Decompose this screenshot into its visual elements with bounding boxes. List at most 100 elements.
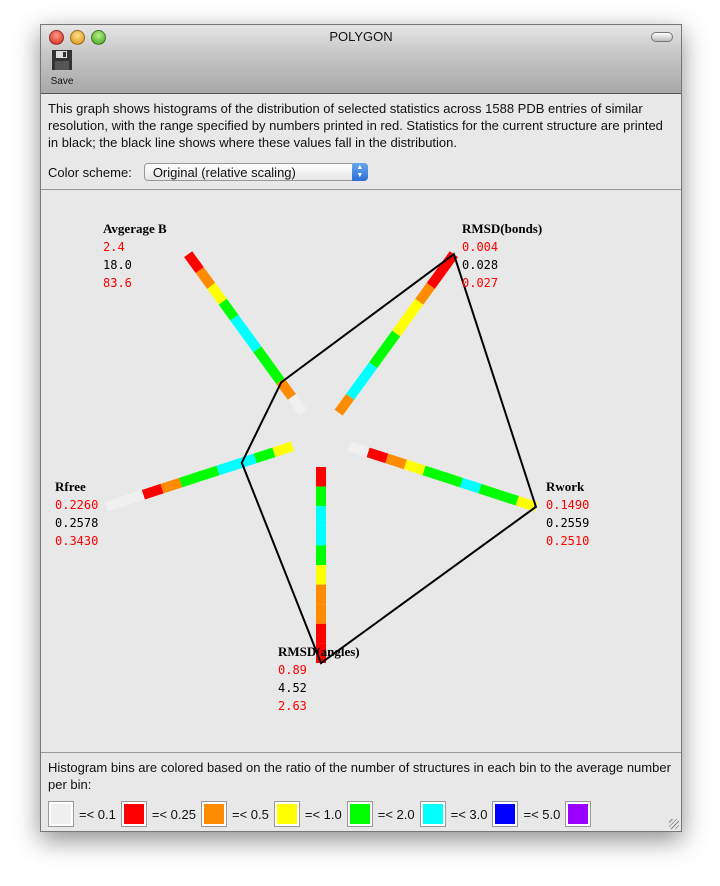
legend-swatch-white: [48, 801, 74, 827]
toolbar-toggle-button[interactable]: [651, 32, 673, 42]
color-scheme-select[interactable]: Original (relative scaling) ▲ ▼: [143, 163, 368, 181]
histogram-bin: [422, 465, 445, 482]
legend-label: =< 2.0: [377, 806, 415, 822]
axis-name: Rwork: [546, 479, 585, 494]
histogram-bin: [515, 496, 538, 512]
histogram-bin: [347, 441, 370, 458]
histogram-bin: [441, 471, 463, 488]
axis-name: Avgerage B: [103, 221, 167, 236]
histogram-bin: [123, 489, 145, 506]
histogram-bin: [346, 378, 366, 400]
floppy-disk-icon: [52, 50, 72, 70]
axis-current: 18.0: [103, 258, 132, 272]
axis-label-rmsd-bonds: RMSD(bonds) 0.004 0.028 0.027: [462, 220, 542, 292]
histogram-bin: [366, 447, 389, 464]
legend-swatch-blue: [492, 801, 519, 827]
legend-swatch-green: [346, 801, 373, 827]
histogram-bin: [179, 471, 201, 488]
chart-canvas: [104, 251, 538, 665]
histogram-bin: [184, 251, 204, 273]
legend-label: =< 1.0: [304, 806, 342, 822]
axis-max: 83.6: [103, 276, 132, 290]
axis-label-rfree: Rfree 0.2260 0.2578 0.3430: [55, 478, 98, 550]
description-text: This graph shows histograms of the distr…: [48, 101, 663, 150]
current-structure-polygon: [240, 252, 538, 665]
histogram-bin: [218, 298, 239, 321]
legend-label: =< 3.0: [450, 806, 488, 822]
color-scheme-value: Original (relative scaling): [152, 165, 296, 180]
axis-name: RMSD(angles): [278, 644, 360, 659]
zoom-button[interactable]: [91, 30, 106, 45]
histogram-bin: [141, 483, 164, 500]
legend-swatch-cyan: [419, 801, 446, 827]
legend-swatches: =< 0.1 =< 0.25 =< 0.5 =< 1.0 =< 2.0 =< 3.0 =< …: [48, 801, 596, 827]
histogram-bin: [216, 459, 239, 476]
histogram-bin: [104, 496, 127, 512]
histogram-bin: [287, 393, 308, 416]
histogram-bin: [478, 483, 501, 500]
axis-current: 0.2559: [546, 516, 590, 530]
save-label: Save: [50, 76, 74, 87]
histogram-bin: [241, 330, 262, 353]
histogram-bin: [276, 378, 296, 400]
axis-min: 0.89: [278, 663, 307, 677]
legend-swatch-yellow: [273, 801, 300, 827]
histogram-bin: [426, 267, 447, 289]
axis-current: 0.2578: [55, 516, 99, 530]
axis-current: 4.52: [278, 681, 307, 695]
legend-label: =< 0.1: [79, 806, 116, 822]
histogram-bin: [497, 489, 519, 506]
axis-name: RMSD(bonds): [462, 221, 543, 236]
axis-label-average-b: Avgerage B 2.4 18.0 83.6: [103, 220, 167, 292]
axis-max: 2.63: [278, 699, 307, 713]
axis-current: 0.028: [462, 258, 499, 272]
histogram-bin: [369, 346, 389, 369]
histogram-bin: [235, 453, 257, 470]
histogram-bin: [253, 346, 273, 369]
axis-name: Rfree: [55, 479, 86, 494]
histogram-bin: [459, 477, 482, 494]
histogram-bin: [230, 314, 250, 337]
axis-min: 0.004: [462, 240, 499, 254]
polygon-chart: Avgerage B 2.4 18.0 83.6 RMSD(bonds) 0.0…: [41, 190, 681, 752]
resize-grip[interactable]: [669, 819, 679, 829]
histogram-bin: [403, 298, 424, 321]
legend-label: =< 0.5: [231, 806, 269, 822]
histogram-bin: [403, 459, 426, 476]
save-button[interactable]: Save: [49, 49, 75, 87]
legend-text: Histogram bins are colored based on the …: [48, 760, 671, 792]
minimize-button[interactable]: [70, 30, 85, 45]
close-button[interactable]: [49, 30, 64, 45]
polygon-window: POLYGON Save This graph shows histograms…: [40, 24, 682, 832]
legend-label: =< 5.0: [523, 806, 561, 822]
histogram-bin: [334, 393, 355, 416]
histogram-bin: [253, 447, 276, 464]
axis-max: 0.3430: [55, 534, 99, 548]
window-title: POLYGON: [329, 29, 393, 44]
histogram-bin: [264, 362, 285, 384]
histogram-bin: [272, 441, 295, 458]
title-bar: POLYGON Save: [41, 25, 681, 94]
histogram-bin: [415, 282, 435, 305]
axis-max: 0.2510: [546, 534, 590, 548]
histogram-bin: [195, 267, 216, 289]
color-scheme-label: Color scheme:: [48, 164, 132, 180]
axis-min: 0.2260: [55, 498, 99, 512]
histogram-bin: [385, 453, 407, 470]
histogram-bin: [380, 330, 401, 353]
axis-min: 2.4: [103, 240, 125, 254]
axis-label-rwork: Rwork 0.1490 0.2559 0.2510: [546, 478, 589, 550]
axis-label-rmsd-angles: RMSD(angles) 0.89 4.52 2.63: [278, 643, 360, 715]
histogram-bin: [392, 314, 412, 337]
select-arrows-icon: ▲ ▼: [351, 163, 368, 181]
histogram-bin: [160, 477, 183, 494]
axis-max: 0.027: [462, 276, 499, 290]
histogram-bin: [197, 465, 220, 482]
description-panel: This graph shows histograms of the distr…: [41, 94, 681, 190]
legend-swatch-red: [120, 801, 147, 827]
axis-min: 0.1490: [546, 498, 590, 512]
legend-swatch-orange: [200, 801, 227, 827]
legend-swatch-purple: [565, 801, 592, 827]
histogram-bin: [207, 282, 227, 305]
legend-label: =< 0.25: [151, 806, 196, 822]
